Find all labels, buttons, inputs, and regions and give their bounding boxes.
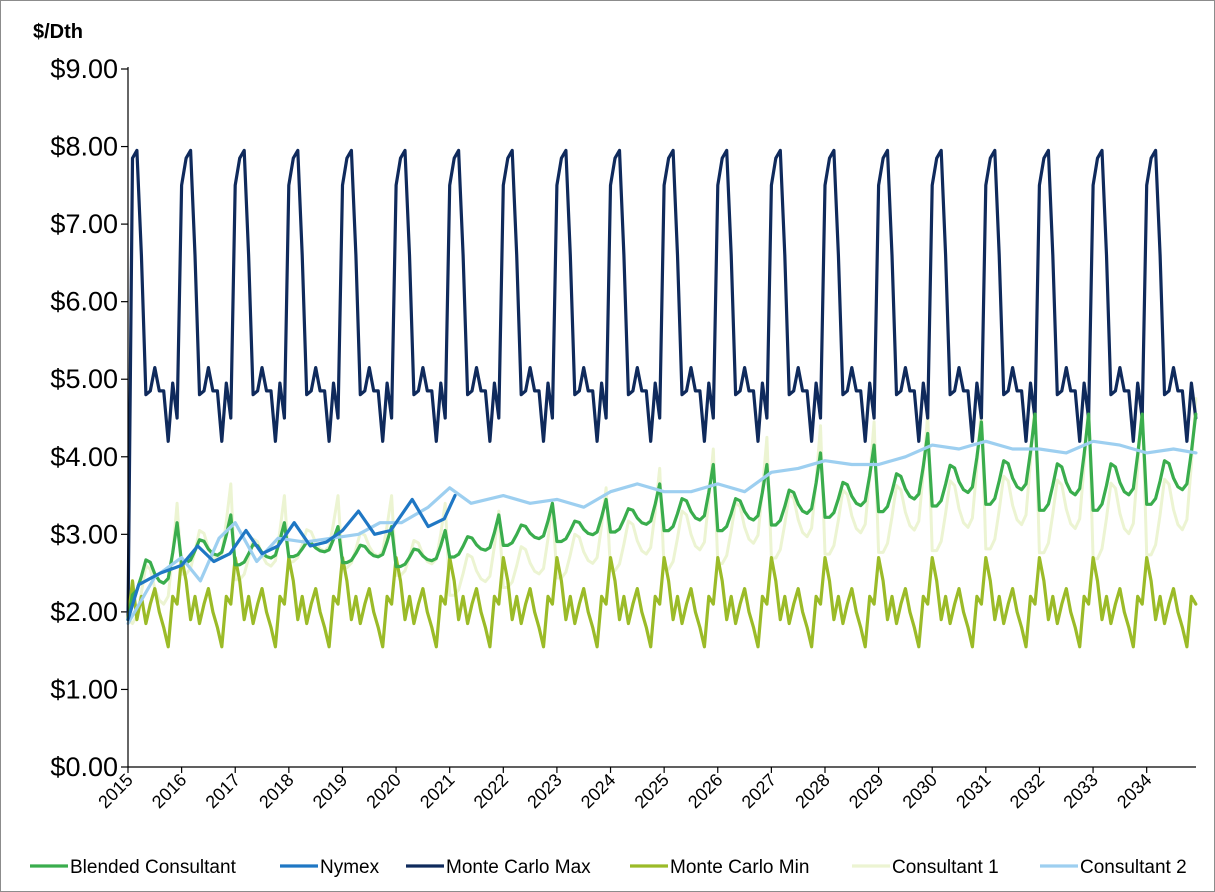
y-axis-unit-label: $/Dth <box>33 21 83 43</box>
x-tick-label: 2030 <box>899 770 941 812</box>
y-tick-label: $5.00 <box>50 364 118 394</box>
x-axis-ticks: 2015 2016 2017 2018 2019 2020 2021 2022 2023 2024… <box>94 767 1156 812</box>
x-tick-label: 2027 <box>738 770 780 812</box>
x-tick-label: 2028 <box>791 770 833 812</box>
legend-label-consultant-2: Consultant 2 <box>1080 857 1187 878</box>
series-layer <box>126 148 1198 649</box>
y-tick-label: $6.00 <box>50 287 118 317</box>
legend-label-monte-carlo-max: Monte Carlo Max <box>446 857 591 878</box>
y-tick-label: $2.00 <box>50 597 118 627</box>
x-tick-label: 2022 <box>470 770 512 812</box>
y-axis-ticks: $0.00 $1.00 $2.00 $3.00 $4.00 $5.00 $6.00 $7.00… <box>50 54 128 782</box>
legend-label-nymex: Nymex <box>320 857 380 878</box>
y-tick-label: $8.00 <box>50 132 118 162</box>
x-tick-label: 2018 <box>255 770 297 812</box>
legend-label-consultant-1: Consultant 1 <box>892 857 999 878</box>
legend-label-blended-consultant: Blended Consultant <box>70 857 237 878</box>
x-tick-label: 2024 <box>577 770 619 812</box>
x-tick-label: 2034 <box>1113 770 1155 812</box>
series-line-monte-carlo-min <box>126 556 1198 649</box>
x-tick-label: 2025 <box>631 770 673 812</box>
y-tick-label: $0.00 <box>50 752 118 782</box>
series-line-monte-carlo-max <box>126 148 1198 622</box>
y-tick-label: $3.00 <box>50 519 118 549</box>
x-tick-label: 2021 <box>416 770 458 812</box>
y-tick-label: $7.00 <box>50 209 118 239</box>
y-tick-label: $9.00 <box>50 54 118 84</box>
x-tick-label: 2019 <box>309 770 351 812</box>
legend: Blended Consultant Nymex Monte Carlo Max Mo… <box>30 857 1187 878</box>
legend-label-monte-carlo-min: Monte Carlo Min <box>670 857 809 878</box>
series-line-consultant-2 <box>126 439 1198 626</box>
x-tick-label: 2016 <box>148 770 190 812</box>
x-tick-label: 2017 <box>202 770 244 812</box>
y-tick-label: $4.00 <box>50 442 118 472</box>
x-tick-label: 2020 <box>362 770 404 812</box>
y-tick-label: $1.00 <box>50 674 118 704</box>
x-tick-label: 2026 <box>684 770 726 812</box>
x-tick-label: 2023 <box>523 770 565 812</box>
x-tick-label: 2029 <box>845 770 887 812</box>
x-tick-label: 2033 <box>1059 770 1101 812</box>
x-tick-label: 2032 <box>1006 770 1048 812</box>
x-tick-label: 2031 <box>952 770 994 812</box>
series-line-nymex <box>126 494 457 622</box>
